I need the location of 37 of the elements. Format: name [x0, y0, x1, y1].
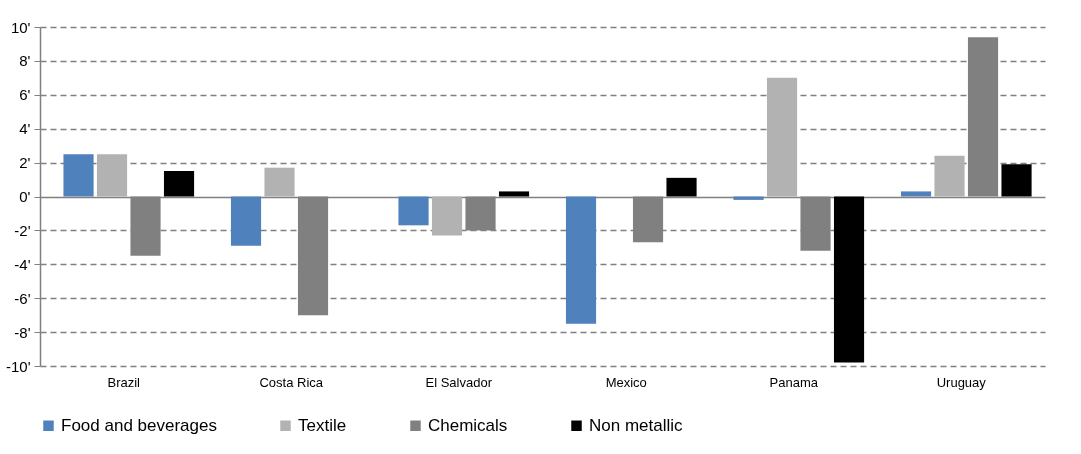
y-tick-label: -6'	[14, 289, 31, 307]
x-tick-label: El Salvador	[425, 374, 493, 390]
y-tick-label: -2'	[14, 221, 31, 239]
y-tick-label: 6'	[19, 86, 31, 104]
bar	[1001, 164, 1032, 197]
legend-label: Textile	[298, 415, 347, 435]
bar	[264, 167, 295, 197]
bar	[766, 77, 798, 197]
legend-label: Chemicals	[428, 415, 508, 435]
y-tick-label: -8'	[14, 323, 31, 341]
bar	[163, 171, 195, 197]
y-tick-label: 8'	[19, 52, 31, 70]
bar	[565, 196, 597, 324]
bar	[498, 191, 530, 197]
legend-label: Non metallic	[589, 415, 684, 435]
bar	[431, 196, 463, 236]
x-tick-label: Uruguay	[936, 374, 987, 390]
y-tick-label: 0'	[19, 188, 31, 205]
bar	[96, 154, 128, 197]
x-tick-label: Brazil	[107, 374, 141, 390]
y-tick-label: 4'	[19, 120, 31, 138]
bar	[230, 196, 262, 246]
bar	[833, 196, 865, 363]
bar	[934, 155, 965, 197]
y-tick-label: -10'	[5, 357, 31, 375]
bar	[666, 177, 697, 197]
x-tick-label: Panama	[769, 374, 819, 390]
x-tick-label: Costa Rica	[259, 374, 324, 390]
x-tick-label: Mexico	[605, 374, 647, 390]
bar	[398, 196, 429, 226]
y-tick-label: 10'	[10, 18, 31, 36]
bar	[900, 191, 932, 197]
y-tick-label: 2'	[19, 154, 31, 172]
legend-label: Food and beverages	[61, 415, 217, 435]
bar	[733, 196, 764, 200]
bar	[63, 154, 94, 197]
y-tick-label: -4'	[14, 255, 31, 273]
